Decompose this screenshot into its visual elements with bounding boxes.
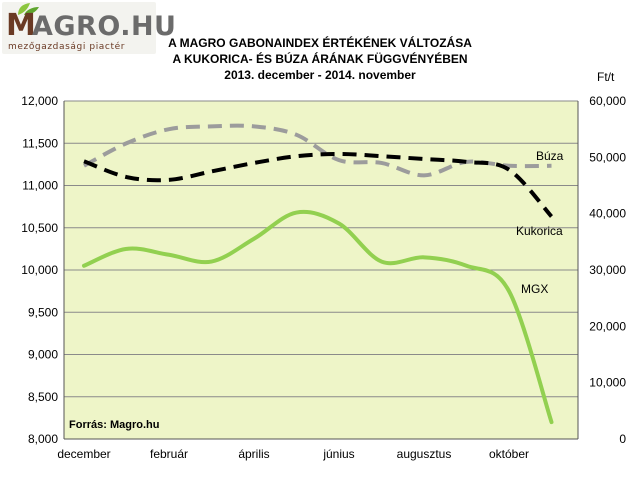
- y2-tick-label: 10,000: [589, 376, 626, 390]
- y-tick-label: 10,500: [21, 221, 58, 235]
- axes: [63, 101, 579, 440]
- series-line-buza: [83, 123, 552, 178]
- chart-title-line-2: A KUKORICA- ÉS BÚZA ÁRÁNAK FÜGGVÉNYÉBEN: [172, 52, 468, 66]
- source-note: Forrás: Magro.hu: [69, 419, 159, 431]
- y-tick-label: 11,500: [22, 136, 58, 150]
- chart-title-line-1: A MAGRO GABONAINDEX ÉRTÉKÉNEK VÁLTOZÁSA: [168, 36, 472, 50]
- logo-letter-m: M: [6, 8, 36, 43]
- y2-tick-label: 30,000: [589, 263, 626, 277]
- y2-tick-label: 0: [619, 432, 626, 446]
- tick-labels: 8,000 8,500 9,000 9,500 10,000 10,500 11,000 11…: [21, 94, 626, 461]
- y2-tick-label: 40,000: [589, 207, 626, 221]
- right-axis-unit: Ft/t: [597, 70, 615, 84]
- y-tick-label: 8,500: [28, 390, 58, 404]
- y2-tick-label: 60,000: [589, 94, 626, 108]
- logo-tagline: mezőgazdasági piactér: [8, 42, 126, 52]
- x-tick-label: február: [150, 447, 188, 461]
- y-tick-label: 8,000: [28, 432, 58, 446]
- x-tick-label: április: [238, 447, 269, 461]
- y2-tick-label: 50,000: [589, 150, 626, 164]
- y-tick-label: 10,000: [21, 263, 58, 277]
- y-tick-label: 9,500: [28, 305, 58, 319]
- leaf-icon: [18, 3, 39, 15]
- chart-title-line-3: 2013. december - 2014. november: [224, 68, 416, 82]
- y-tick-label: 12,000: [21, 94, 58, 108]
- series-label: Kukorica: [516, 224, 563, 238]
- series-line-kukorica: [83, 151, 554, 218]
- y-tick-label: 11,000: [22, 179, 58, 193]
- y2-tick-label: 20,000: [589, 319, 626, 333]
- x-tick-label: október: [489, 447, 529, 461]
- series-lines: [82, 123, 554, 425]
- x-tick-label: december: [57, 447, 110, 461]
- magro-logo: M AGRO.HU mezőgazdasági piactér: [2, 2, 176, 54]
- series-label: MGX: [521, 282, 548, 296]
- logo-wordmark: AGRO.HU: [32, 11, 177, 42]
- series-labels: MGX Búza Kukorica: [516, 149, 564, 296]
- series-label: Búza: [536, 149, 564, 163]
- series-line-mgx: [82, 209, 554, 425]
- x-tick-label: június: [322, 447, 354, 461]
- y-tick-label: 9,000: [28, 348, 58, 362]
- x-tick-label: augusztus: [397, 447, 452, 461]
